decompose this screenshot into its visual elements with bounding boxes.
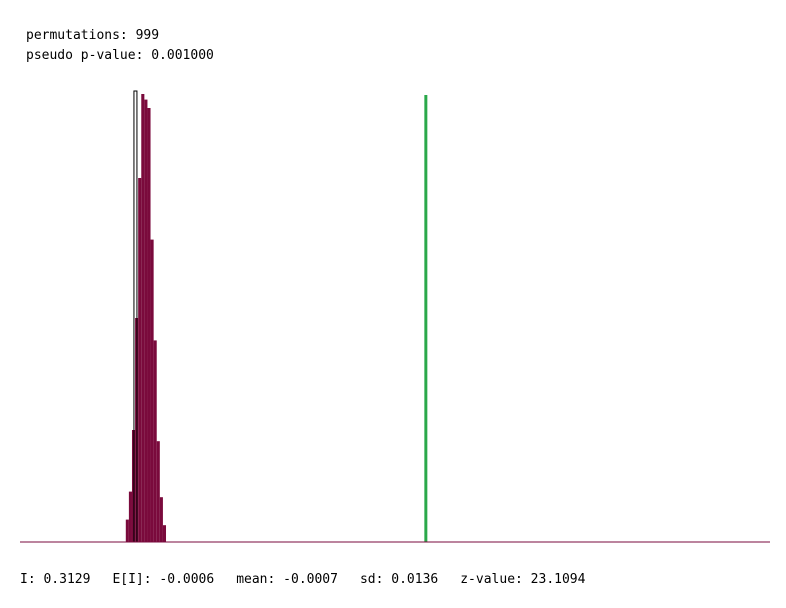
histogram-bar — [150, 239, 154, 542]
pseudo-p-value-readout: pseudo p-value: 0.001000 — [26, 48, 214, 64]
histogram-bars — [125, 94, 167, 542]
sd-statistic: sd: 0.0136 — [359, 572, 439, 587]
summary-statistics: I: 0.3129 E[I]: -0.0006 mean: -0.0007 sd: 0… — [20, 572, 607, 587]
histogram-bar — [141, 94, 145, 542]
histogram-bar — [144, 99, 148, 542]
permutations-readout: permutations: 999 — [26, 28, 159, 44]
histogram-bar — [159, 497, 163, 542]
histogram-bar — [128, 491, 132, 542]
z-value-statistic: z-value: 23.1094 — [460, 572, 586, 587]
histogram-bar — [153, 340, 157, 542]
mean-statistic: mean: -0.0007 — [236, 572, 338, 587]
histogram-bar — [156, 441, 160, 542]
histogram-bar — [125, 519, 129, 542]
pseudo-p-value: 0.001000 — [151, 48, 214, 63]
pseudo-p-label: pseudo p-value: — [26, 48, 144, 63]
permutations-value: 999 — [135, 28, 160, 43]
histogram-bar — [147, 108, 151, 542]
expected-i-statistic: E[I]: -0.0006 — [112, 572, 215, 587]
histogram-bar — [162, 525, 167, 542]
permutations-label: permutations: — [26, 28, 128, 43]
i-statistic: I: 0.3129 — [20, 572, 91, 587]
histogram-bar — [138, 178, 142, 542]
